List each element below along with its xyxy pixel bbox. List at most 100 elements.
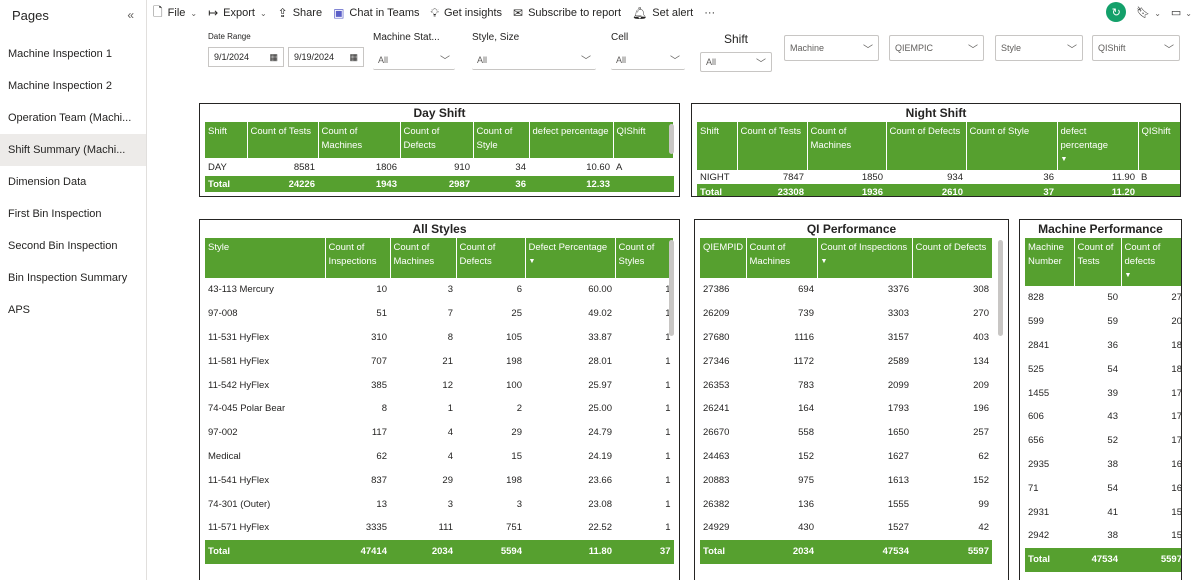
qishift-filter-dropdown[interactable]: QIShift ﹀ (1092, 35, 1180, 61)
table-row[interactable]: 1455 39 17 (1025, 381, 1181, 405)
page-item[interactable]: Dimension Data (8, 176, 87, 188)
style-size-dropdown[interactable]: All ﹀ (472, 50, 596, 70)
page-item[interactable]: Operation Team (Machi... (8, 112, 132, 124)
page-item[interactable]: Second Bin Inspection (8, 240, 118, 252)
table-row[interactable]: 43-113 Mercury 10 3 6 60.00 1 (205, 278, 674, 302)
vertical-scrollbar[interactable] (669, 124, 674, 154)
set-alert-button[interactable]: 🔔︎ Set alert (632, 6, 694, 20)
table-row[interactable]: 11-571 HyFlex 3335 111 751 22.52 1 (205, 516, 674, 540)
column-header[interactable]: defect percentage ▼ (1057, 122, 1139, 170)
collapse-pane-icon[interactable]: « (127, 8, 134, 22)
table-row[interactable]: 24463 152 1627 62 (700, 445, 1003, 469)
date-from-input[interactable]: 9/1/2024 ▦ (208, 47, 284, 67)
vertical-scrollbar[interactable] (998, 240, 1003, 336)
column-header[interactable]: Count of Machines (746, 238, 818, 278)
shift-dropdown[interactable]: All ﹀ (700, 52, 772, 72)
table-row[interactable]: 2935 38 16 (1025, 453, 1181, 477)
table-row[interactable]: 656 52 17 (1025, 429, 1181, 453)
table-row[interactable]: 97-008 51 7 25 49.02 1 (205, 302, 674, 326)
column-header[interactable]: Count of Style (966, 122, 1058, 170)
cell-dropdown[interactable]: All ﹀ (611, 50, 685, 70)
column-header[interactable]: Count of Machines (390, 238, 457, 278)
table-row[interactable]: 26241 164 1793 196 (700, 397, 1003, 421)
column-header[interactable]: Count of Inspections ▼ (817, 238, 913, 278)
machine-filter-dropdown[interactable]: Machine ﹀ (784, 35, 879, 61)
table-row[interactable]: 97-002 117 4 29 24.79 1 (205, 421, 674, 445)
table-row[interactable]: NIGHT 7847 1850 934 36 11.90 B (697, 170, 1180, 184)
share-button[interactable]: ⇪ Share (277, 6, 323, 20)
column-header[interactable]: Shift (205, 122, 248, 158)
page-item[interactable]: Machine Inspection 1 (8, 48, 112, 60)
table-row[interactable]: 27680 1116 3157 403 (700, 326, 1003, 350)
export-menu[interactable]: ↦ Export ⌄ (208, 6, 267, 20)
bookmark-icon[interactable]: 🔖︎ ⌄ (1136, 6, 1161, 19)
column-header-label: Count of Tests (1077, 242, 1114, 267)
vertical-scrollbar[interactable] (669, 240, 674, 336)
table-row[interactable]: 26670 558 1650 257 (700, 421, 1003, 445)
page-item[interactable]: APS (8, 304, 31, 316)
more-options-button[interactable]: ··· (704, 7, 716, 19)
column-header[interactable]: Count of Tests (1074, 238, 1122, 286)
column-header[interactable]: QIShift (613, 122, 674, 158)
column-header[interactable]: Count of Tests (247, 122, 319, 158)
qiempid-filter-dropdown[interactable]: QIEMPIC ﹀ (889, 35, 984, 61)
refresh-icon[interactable]: ↻ (1106, 2, 1127, 22)
share-icon: ⇪ (277, 6, 288, 20)
table-row[interactable]: 828 50 27 (1025, 286, 1181, 310)
table-row[interactable]: 27346 1172 2589 134 (700, 349, 1003, 373)
table-row[interactable]: 74-301 (Outer) 13 3 3 23.08 1 (205, 492, 674, 516)
column-header[interactable]: Count of Defects (456, 238, 526, 278)
table-row[interactable]: 606 43 17 (1025, 405, 1181, 429)
file-menu[interactable]: 🗋 File ⌄ (153, 3, 197, 24)
column-header[interactable]: Count of Defects (912, 238, 993, 278)
column-header[interactable]: Count of Defects (400, 122, 474, 158)
get-insights-button[interactable]: 💡︎ Get insights (430, 5, 503, 20)
subscribe-button[interactable]: ✉︎ Subscribe to report (513, 6, 622, 20)
table-row[interactable]: 11-542 HyFlex 385 12 100 25.97 1 (205, 373, 674, 397)
page-item[interactable]: Machine Inspection 2 (8, 80, 112, 92)
column-header[interactable]: Shift (697, 122, 738, 170)
column-header[interactable]: Count of Styles (615, 238, 674, 278)
column-header[interactable]: Count of Inspections (325, 238, 391, 278)
table-row[interactable]: 2931 41 15 (1025, 500, 1181, 524)
table-row[interactable]: 11-541 HyFlex 837 29 198 23.66 1 (205, 468, 674, 492)
table-row[interactable]: 24929 430 1527 42 (700, 516, 1003, 540)
table-row[interactable]: 74-045 Polar Bear 8 1 2 25.00 1 (205, 397, 674, 421)
page-item[interactable]: Shift Summary (Machi... (0, 134, 146, 166)
machine-status-dropdown[interactable]: All ﹀ (373, 50, 455, 70)
table-row[interactable]: 525 54 18 (1025, 357, 1181, 381)
chat-in-teams-button[interactable]: ▣ Chat in Teams (333, 6, 420, 20)
column-header[interactable]: QIEMPID (700, 238, 747, 278)
column-header[interactable]: Count of Defects (886, 122, 967, 170)
table-row[interactable]: 71 54 16 (1025, 476, 1181, 500)
style-filter-dropdown[interactable]: Style ﹀ (995, 35, 1083, 61)
page-item[interactable]: Bin Inspection Summary (8, 272, 128, 284)
table-row[interactable]: DAY 8581 1806 910 34 10.60 A (205, 158, 674, 176)
table-row[interactable]: 11-531 HyFlex 310 8 105 33.87 1 (205, 326, 674, 350)
table-row[interactable]: 11-581 HyFlex 707 21 198 28.01 1 (205, 349, 674, 373)
table-row[interactable]: 26382 136 1555 99 (700, 492, 1003, 516)
table-row[interactable]: 20883 975 1613 152 (700, 468, 1003, 492)
table-row[interactable]: 2942 38 15 (1025, 524, 1181, 548)
view-icon[interactable]: ▭ ⌄ (1170, 6, 1192, 19)
table-row[interactable]: 26353 783 2099 209 (700, 373, 1003, 397)
column-header[interactable]: Count of Machines (807, 122, 887, 170)
column-header[interactable]: Defect Percentage ▼ (525, 238, 616, 278)
table-cell: 2841 (1028, 339, 1050, 351)
column-header[interactable]: Count of defects ▼ (1121, 238, 1181, 286)
column-header[interactable]: defect percentage (529, 122, 614, 158)
column-header[interactable]: Style (205, 238, 326, 278)
table-row[interactable]: 2841 36 18 (1025, 334, 1181, 358)
table-row[interactable]: Medical 62 4 15 24.19 1 (205, 445, 674, 469)
page-item[interactable]: First Bin Inspection (8, 208, 102, 220)
date-to-input[interactable]: 9/19/2024 ▦ (288, 47, 364, 67)
table-row[interactable]: 599 59 20 (1025, 310, 1181, 334)
table-row[interactable]: 26209 739 3303 270 (700, 302, 1003, 326)
column-header[interactable]: QIShift (1138, 122, 1180, 170)
column-header[interactable]: Machine Number (1025, 238, 1075, 286)
column-header[interactable]: Count of Style (473, 122, 530, 158)
column-header[interactable]: Count of Machines (318, 122, 401, 158)
table-row[interactable]: 27386 694 3376 308 (700, 278, 1003, 302)
table-cell: 7 (447, 308, 453, 320)
column-header[interactable]: Count of Tests (737, 122, 808, 170)
